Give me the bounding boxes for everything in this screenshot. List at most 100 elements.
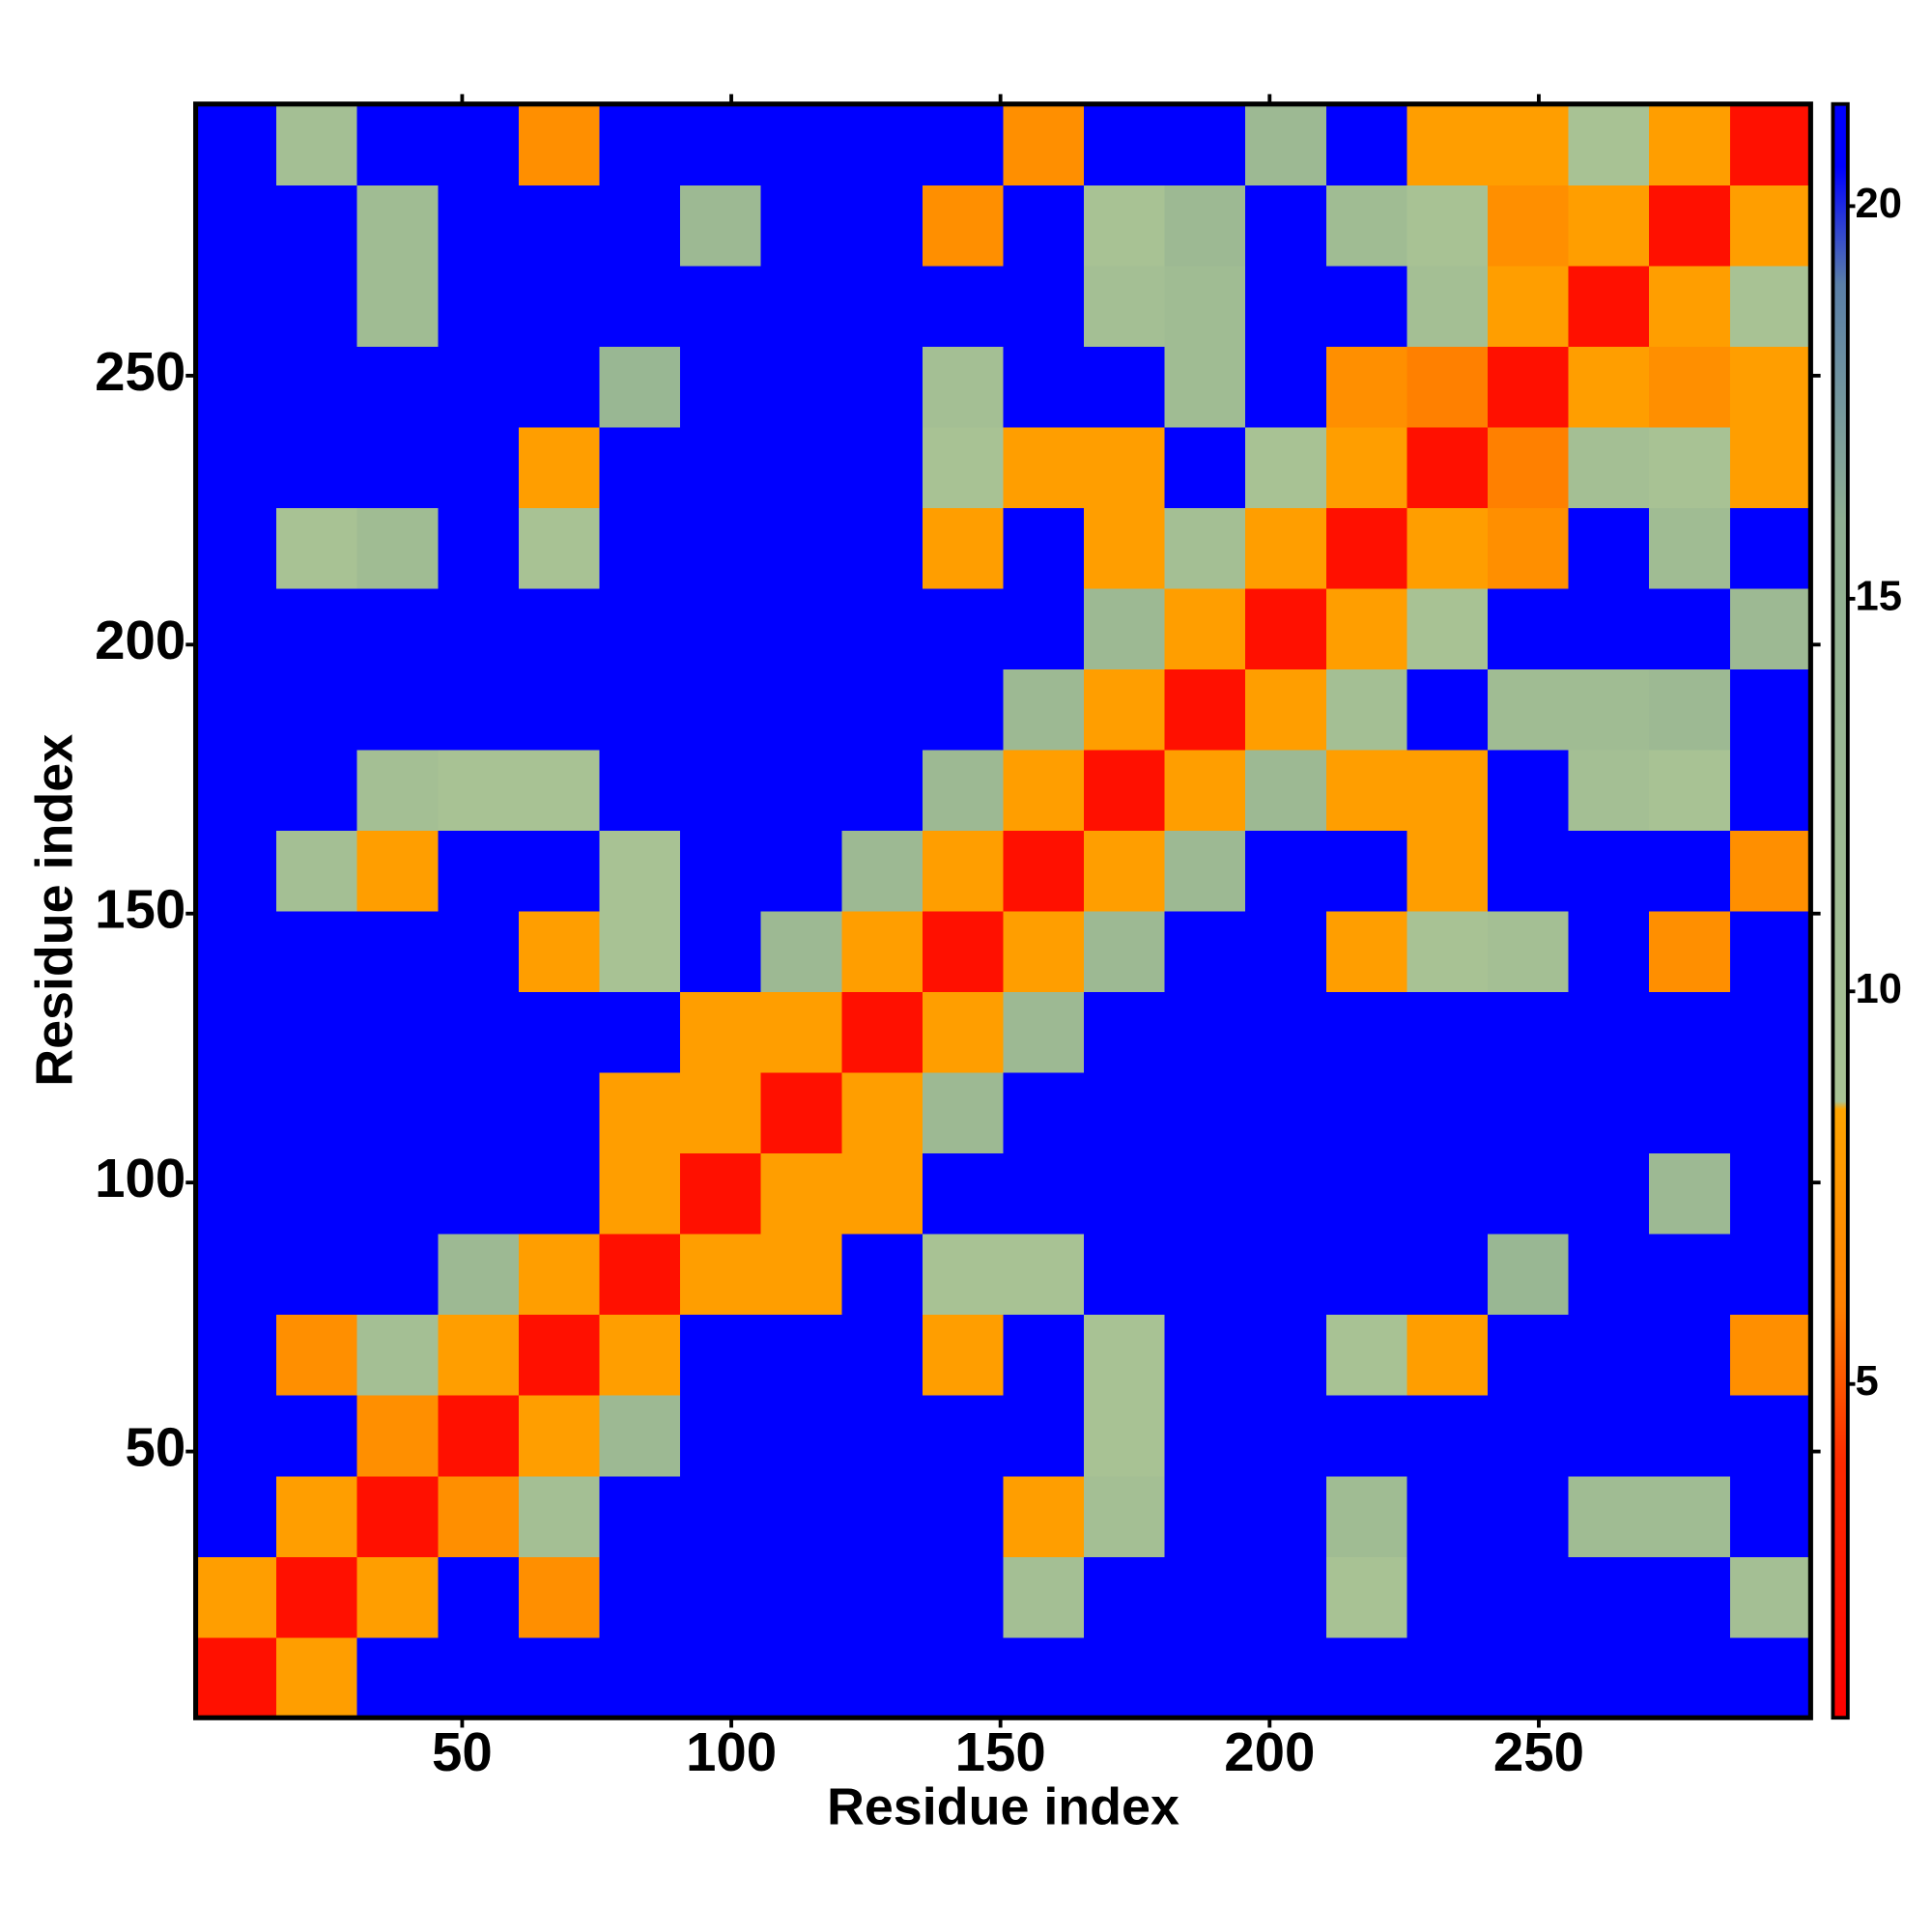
heatmap-cell <box>1568 1636 1650 1719</box>
heatmap-cell <box>680 1556 762 1638</box>
heatmap-cell <box>680 426 762 508</box>
heatmap-cell <box>1084 830 1166 912</box>
heatmap-cell <box>1487 185 1570 267</box>
heatmap-cell <box>1729 265 1811 347</box>
heatmap-cell <box>760 1234 842 1316</box>
x-axis-title: Residue index <box>827 1778 1179 1836</box>
heatmap-cell <box>1406 1152 1489 1235</box>
heatmap-cell <box>841 1234 923 1316</box>
heatmap-cell <box>195 265 277 347</box>
heatmap-cell <box>680 1314 762 1396</box>
heatmap-cell <box>1245 1234 1327 1316</box>
x-tick-label: 100 <box>686 1721 777 1782</box>
heatmap-cell <box>438 1314 520 1396</box>
heatmap-cell <box>680 749 762 832</box>
heatmap-cell <box>1487 1234 1570 1316</box>
heatmap-cell <box>1649 1475 1731 1557</box>
heatmap-cell <box>1084 346 1166 428</box>
heatmap-cell <box>599 991 681 1073</box>
heatmap-cell <box>276 668 358 751</box>
heatmap-cell <box>599 507 681 589</box>
heatmap-cell <box>1487 1395 1570 1477</box>
heatmap-cell <box>1487 426 1570 508</box>
heatmap-cell <box>760 1072 842 1154</box>
heatmap-cell <box>841 1314 923 1396</box>
heatmap-cell <box>841 1636 923 1719</box>
heatmap-cell <box>760 426 842 508</box>
heatmap-cell <box>599 426 681 508</box>
heatmap-cell <box>438 587 520 670</box>
heatmap-cell <box>1164 830 1246 912</box>
heatmap-cell <box>1084 426 1166 508</box>
heatmap-cell <box>1487 910 1570 993</box>
heatmap-cell <box>922 426 1005 508</box>
colorbar-tick-label: 10 <box>1856 966 1902 1012</box>
heatmap-cell <box>1325 1475 1408 1557</box>
heatmap-cell <box>1729 426 1811 508</box>
heatmap-cell <box>1487 991 1570 1073</box>
heatmap-cell <box>518 346 601 428</box>
heatmap-cell <box>1084 1395 1166 1477</box>
heatmap-cell <box>276 1314 358 1396</box>
heatmap-cell <box>1729 830 1811 912</box>
heatmap-cell <box>1164 668 1246 751</box>
heatmap-cell <box>1568 346 1650 428</box>
heatmap-cell <box>1325 1234 1408 1316</box>
y-tick-label: 200 <box>95 610 185 670</box>
heatmap-cell <box>1245 1636 1327 1719</box>
heatmap-cell <box>356 1234 439 1316</box>
heatmap-cell <box>356 991 439 1073</box>
heatmap-cell <box>195 587 277 670</box>
heatmap-cell <box>195 749 277 832</box>
heatmap-cell <box>760 1475 842 1557</box>
heatmap-cell <box>195 346 277 428</box>
heatmap-cell <box>195 910 277 993</box>
heatmap-cell <box>760 1395 842 1477</box>
heatmap-cell <box>276 346 358 428</box>
heatmap-cell <box>1729 1072 1811 1154</box>
heatmap-cell <box>438 346 520 428</box>
x-tick-label: 200 <box>1224 1721 1315 1782</box>
heatmap-cell <box>1325 346 1408 428</box>
heatmap-cell <box>1003 103 1085 185</box>
heatmap-cell <box>1729 1636 1811 1719</box>
heatmap-cell <box>1325 1314 1408 1396</box>
y-axis-title: Residue index <box>25 734 83 1087</box>
heatmap-cell <box>1406 265 1489 347</box>
heatmap-cell <box>1649 830 1731 912</box>
heatmap-cell <box>599 1395 681 1477</box>
heatmap-cell <box>922 1636 1005 1719</box>
colorbar-tick-label: 15 <box>1856 573 1902 619</box>
heatmap-cell <box>680 1395 762 1477</box>
heatmap-cell <box>841 991 923 1073</box>
heatmap-cell <box>276 426 358 508</box>
heatmap-cell <box>680 1475 762 1557</box>
heatmap-cell <box>760 910 842 993</box>
heatmap-cell <box>1245 1152 1327 1235</box>
x-tick-label: 250 <box>1493 1721 1584 1782</box>
heatmap-cell <box>195 103 277 185</box>
heatmap-cell <box>1325 103 1408 185</box>
heatmap-cell <box>680 910 762 993</box>
heatmap-cell <box>922 103 1005 185</box>
heatmap-cell <box>356 1556 439 1638</box>
heatmap-cell <box>680 991 762 1073</box>
heatmap-cell <box>356 185 439 267</box>
heatmap-cell <box>1084 749 1166 832</box>
heatmap-cell <box>599 1556 681 1638</box>
heatmap-cell <box>195 185 277 267</box>
heatmap-cell <box>438 749 520 832</box>
heatmap-cell <box>438 1475 520 1557</box>
heatmap-cell <box>1164 426 1246 508</box>
heatmap-cell <box>1084 1152 1166 1235</box>
heatmap-cell <box>195 1556 277 1638</box>
heatmap-cell <box>1245 1475 1327 1557</box>
heatmap-cell <box>1003 346 1085 428</box>
heatmap-cell <box>276 1556 358 1638</box>
heatmap-cell <box>760 668 842 751</box>
heatmap-cell <box>438 1636 520 1719</box>
heatmap-cell <box>276 507 358 589</box>
heatmap-cell <box>1084 1314 1166 1396</box>
heatmap-cell <box>1406 830 1489 912</box>
heatmap-cell <box>1649 991 1731 1073</box>
